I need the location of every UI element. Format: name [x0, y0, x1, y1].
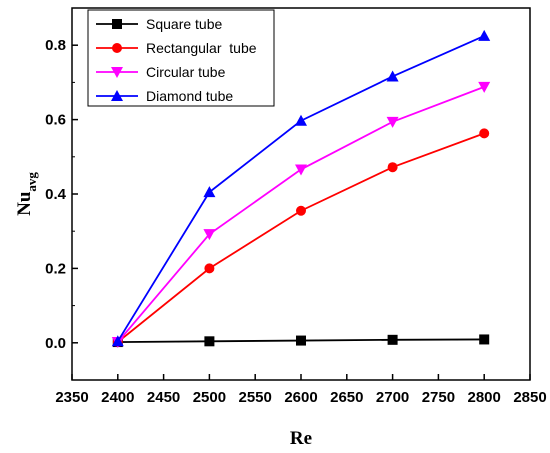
- data-point-0-4: [479, 334, 490, 345]
- legend-entry-1: Rectangular tube: [96, 40, 257, 56]
- data-point-3-2: [295, 114, 307, 126]
- legend-entry-2: Circular tube: [96, 64, 226, 80]
- series-3: [111, 29, 491, 347]
- x-tick-label-5: 2600: [284, 389, 317, 406]
- data-point-3-1: [203, 186, 216, 198]
- series-1: [112, 128, 490, 348]
- data-point-3-3: [386, 70, 399, 82]
- y-tick-label-2: 0.4: [45, 186, 67, 203]
- x-tick-label-2: 2450: [147, 389, 180, 406]
- y-axis: 0.0 0.2 0.4 0.6 0.8: [45, 7, 78, 381]
- legend-label-0: Square tube: [146, 16, 222, 32]
- data-point-0-2: [296, 335, 306, 346]
- x-tick-label-6: 2650: [330, 389, 363, 406]
- x-tick-label-8: 2750: [422, 389, 455, 406]
- y-axis-title: Nuavg: [14, 172, 39, 216]
- data-point-1-1: [204, 263, 215, 274]
- legend-entry-0: Square tube: [96, 16, 222, 32]
- data-point-2-4: [478, 81, 491, 93]
- data-point-2-3: [386, 116, 399, 128]
- x-tick-label-9: 2800: [468, 389, 501, 406]
- y-tick-label-3: 0.6: [45, 112, 66, 129]
- y-axis-title-sub: avg: [24, 172, 39, 192]
- legend-label-1: Rectangular tube: [146, 40, 257, 56]
- data-point-2-1: [203, 229, 216, 241]
- legend: Square tube Rectangular tube Circular tube…: [87, 9, 275, 107]
- legend-marker-1: [112, 43, 122, 53]
- legend-label-2: Circular tube: [146, 64, 226, 80]
- x-axis: 2350 2400 2450 2500 2550 2600 2650 2700 2750 2800…: [55, 374, 547, 406]
- data-point-2-2: [295, 164, 307, 176]
- series-layer: [111, 29, 491, 349]
- y-tick-label-1: 0.2: [45, 260, 66, 277]
- svg-text:Nuavg: Nuavg: [14, 172, 39, 216]
- x-tick-label-10: 2850: [513, 389, 546, 406]
- x-axis-title: Re: [290, 428, 312, 449]
- legend-label-3: Diamond tube: [146, 88, 233, 104]
- data-point-0-3: [387, 334, 398, 345]
- x-tick-label-4: 2550: [239, 389, 272, 406]
- legend-entry-3: Diamond tube: [96, 88, 233, 104]
- legend-marker-0: [112, 19, 122, 29]
- x-tick-label-7: 2700: [376, 389, 409, 406]
- data-point-1-3: [387, 162, 398, 173]
- y-tick-label-4: 0.8: [45, 37, 66, 54]
- legend-marker-2: [111, 67, 123, 78]
- y-tick-label-0: 0.0: [45, 335, 66, 352]
- data-point-1-4: [479, 128, 490, 139]
- x-tick-label-0: 2350: [55, 389, 88, 406]
- data-point-3-0: [111, 335, 124, 347]
- x-tick-label-3: 2500: [193, 389, 226, 406]
- x-tick-label-1: 2400: [101, 389, 134, 406]
- legend-marker-3: [111, 90, 123, 101]
- data-point-3-4: [478, 29, 491, 41]
- data-point-1-2: [296, 205, 306, 216]
- data-point-0-1: [204, 336, 215, 347]
- y-axis-title-main: Nu: [14, 191, 35, 216]
